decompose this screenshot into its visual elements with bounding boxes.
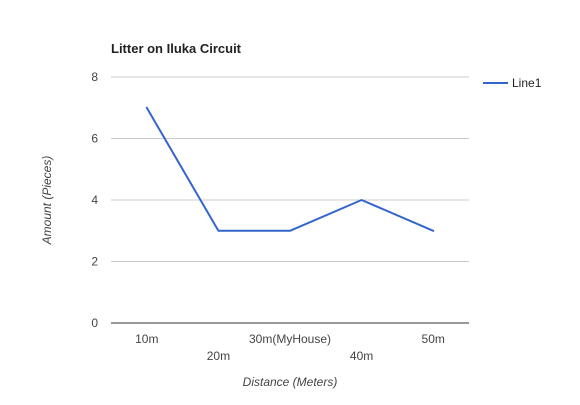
y-tick-label: 0 — [91, 316, 98, 330]
chart-title: Litter on Iluka Circuit — [111, 41, 242, 56]
series-line — [147, 108, 433, 231]
y-tick-labels: 0 2 4 6 8 — [91, 70, 98, 330]
x-tick-label: 30m(MyHouse) — [249, 332, 331, 346]
series-lines — [147, 108, 433, 231]
x-tick-label: 20m — [207, 349, 230, 363]
legend-label: Line1 — [512, 76, 542, 90]
legend: Line1 — [483, 76, 542, 90]
x-tick-labels: 10m 20m 30m(MyHouse) 40m 50m — [135, 332, 445, 363]
y-tick-label: 4 — [91, 193, 98, 207]
y-tick-label: 6 — [91, 132, 98, 146]
x-tick-label: 50m — [422, 332, 445, 346]
y-tick-label: 2 — [91, 255, 98, 269]
x-axis-label: Distance (Meters) — [243, 375, 338, 389]
x-tick-label: 40m — [350, 349, 373, 363]
y-axis-label: Amount (Pieces) — [40, 156, 54, 246]
y-tick-label: 8 — [91, 70, 98, 84]
gridlines — [111, 77, 469, 323]
x-tick-label: 10m — [135, 332, 158, 346]
